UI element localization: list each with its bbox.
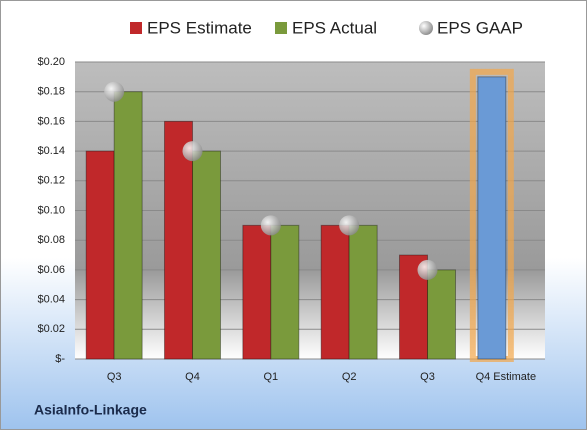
legend-marker xyxy=(419,21,433,35)
legend-label: EPS GAAP xyxy=(437,18,523,37)
y-tick-label: $0.14 xyxy=(37,145,65,157)
x-tick-label: Q1 xyxy=(263,371,278,383)
bar xyxy=(477,76,507,360)
gaap-marker xyxy=(104,81,125,102)
x-tick-label: Q2 xyxy=(342,371,357,383)
gaap-marker xyxy=(339,215,360,236)
legend-marker xyxy=(275,22,287,34)
gaap-marker xyxy=(182,141,203,162)
y-tick-label: $0.02 xyxy=(37,323,65,335)
bar xyxy=(85,150,115,360)
bar xyxy=(427,269,456,360)
x-tick-label: Q3 xyxy=(420,371,435,383)
x-tick-label: Q4 xyxy=(185,371,200,383)
y-tick-label: $0.10 xyxy=(37,204,65,216)
gaap-marker xyxy=(260,215,281,236)
bar xyxy=(320,224,350,360)
gaap-marker xyxy=(417,259,438,280)
y-tick-label: $0.08 xyxy=(37,234,65,246)
bar xyxy=(113,91,143,360)
y-tick-label: $- xyxy=(55,353,65,365)
x-tick-label: Q4 Estimate xyxy=(476,371,537,383)
legend-label: EPS Estimate xyxy=(147,18,252,37)
y-tick-label: $0.16 xyxy=(37,115,65,127)
bar xyxy=(192,150,221,360)
y-tick-label: $0.18 xyxy=(37,86,65,98)
bar xyxy=(270,224,300,360)
x-tick-label: Q3 xyxy=(107,371,122,383)
y-tick-label: $0.06 xyxy=(37,264,65,276)
footer: AsiaInfo-Linkage xyxy=(34,402,147,418)
legend-marker xyxy=(130,22,142,34)
y-tick-label: $0.20 xyxy=(37,56,65,68)
bar xyxy=(348,224,378,360)
bar xyxy=(242,224,272,360)
y-tick-label: $0.04 xyxy=(37,294,65,306)
legend-label: EPS Actual xyxy=(292,18,377,37)
y-tick-label: $0.12 xyxy=(37,175,65,187)
